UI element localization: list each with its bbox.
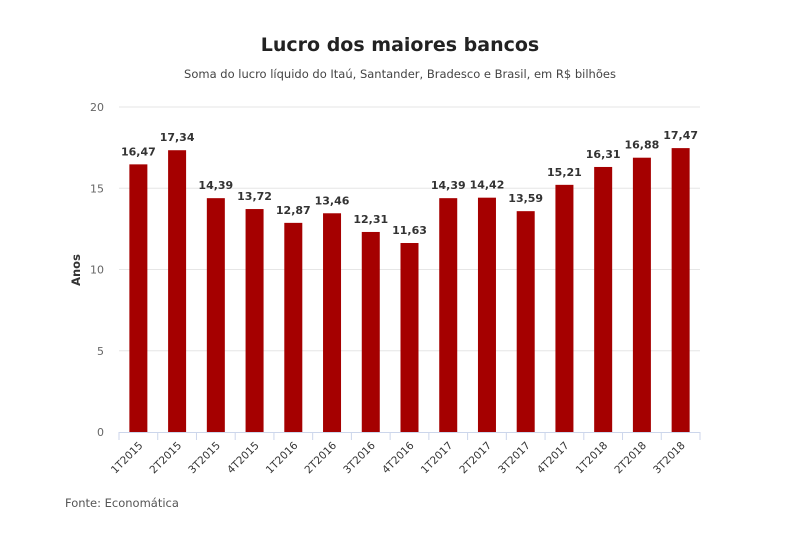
source-note: Fonte: Economática xyxy=(65,496,179,510)
y-axis-label: Anos xyxy=(69,254,83,286)
x-tick-label: 4T2015 xyxy=(225,440,262,477)
bar xyxy=(516,211,535,432)
bar xyxy=(439,198,458,432)
chart-subtitle: Soma do lucro líquido do Itaú, Santander… xyxy=(184,67,616,81)
bar xyxy=(284,222,303,432)
data-label: 13,72 xyxy=(237,190,272,203)
y-tick-label: 5 xyxy=(97,345,104,358)
x-tick-label: 1T2018 xyxy=(574,440,611,477)
data-label: 16,31 xyxy=(586,148,621,161)
x-tick-label: 3T2015 xyxy=(186,440,223,477)
y-axis-ticks: 0 5 10 15 20 xyxy=(90,101,104,439)
data-label: 12,87 xyxy=(276,204,311,217)
bar xyxy=(129,164,148,433)
x-tick-label: 3T2018 xyxy=(651,440,688,477)
x-tick-label: 4T2017 xyxy=(535,440,572,477)
y-tick-label: 0 xyxy=(97,426,104,439)
bar xyxy=(245,209,264,432)
data-label: 13,46 xyxy=(315,194,350,207)
data-label: 16,88 xyxy=(625,139,660,152)
data-label: 17,34 xyxy=(160,131,195,144)
bar xyxy=(555,184,574,432)
bar xyxy=(400,243,419,432)
x-tick-label: 1T2016 xyxy=(264,439,301,476)
y-tick-label: 15 xyxy=(90,182,104,195)
data-label: 14,39 xyxy=(198,179,233,192)
x-tick-label: 1T2015 xyxy=(109,440,146,477)
x-tick-label: 2T2015 xyxy=(148,440,185,477)
data-label: 11,63 xyxy=(392,224,427,237)
x-tick-label: 3T2017 xyxy=(496,440,533,477)
y-tick-label: 10 xyxy=(90,264,104,277)
x-tick-label: 2T2018 xyxy=(612,440,649,477)
x-tick-label: 3T2016 xyxy=(341,439,378,476)
data-label: 17,47 xyxy=(663,129,698,142)
bar xyxy=(206,198,225,432)
bar xyxy=(323,213,342,432)
data-label: 15,21 xyxy=(547,166,582,179)
data-label: 14,39 xyxy=(431,179,466,192)
data-label: 14,42 xyxy=(470,179,505,192)
bar xyxy=(168,150,187,432)
bar xyxy=(632,157,651,432)
x-axis: 1T2015 2T2015 3T2015 4T2015 1T2016 2T2016 3T20… xyxy=(109,432,701,477)
data-label: 12,31 xyxy=(353,213,388,226)
bar xyxy=(671,148,690,433)
data-label: 13,59 xyxy=(508,192,543,205)
bar xyxy=(361,231,380,432)
x-tick-label: 1T2017 xyxy=(419,440,456,477)
data-label: 16,47 xyxy=(121,145,156,158)
x-tick-label: 2T2016 xyxy=(303,439,340,476)
y-tick-label: 20 xyxy=(90,101,104,114)
x-tick-label: 4T2016 xyxy=(380,439,417,476)
x-tick-label: 2T2017 xyxy=(457,440,494,477)
chart-title: Lucro dos maiores bancos xyxy=(260,34,540,56)
bar xyxy=(594,166,613,432)
bars xyxy=(129,148,690,433)
bar xyxy=(477,197,496,432)
